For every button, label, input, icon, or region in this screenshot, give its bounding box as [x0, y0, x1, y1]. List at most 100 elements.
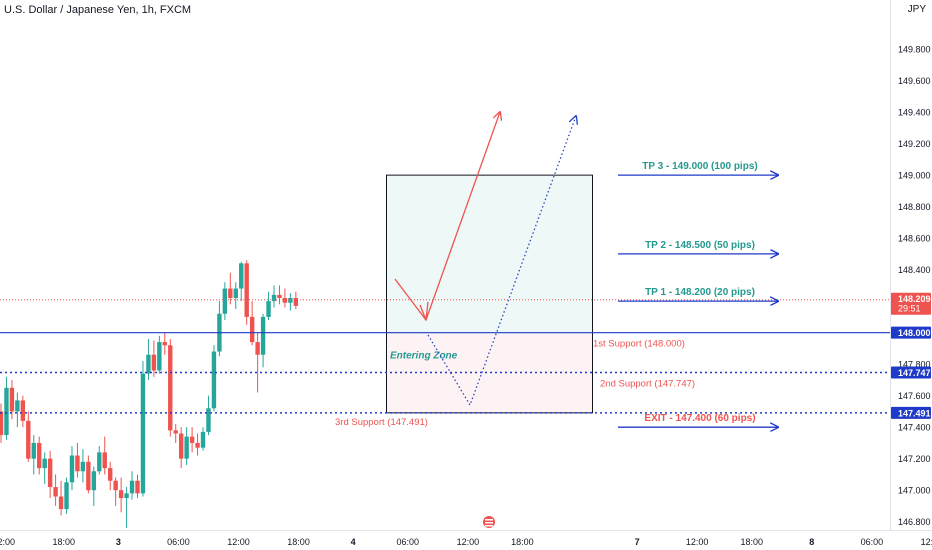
candle[interactable] [184, 427, 189, 465]
candle[interactable] [195, 433, 200, 456]
candle-body [146, 354, 151, 374]
candle-body [80, 461, 86, 472]
candle[interactable] [124, 487, 129, 528]
candle[interactable] [37, 436, 42, 475]
candle-body [293, 298, 299, 306]
candle[interactable] [206, 395, 211, 436]
candle[interactable] [217, 301, 222, 357]
candle[interactable] [91, 466, 97, 506]
candle[interactable] [135, 474, 140, 499]
candle-body [206, 408, 211, 432]
candle[interactable] [108, 461, 113, 491]
candle[interactable] [97, 446, 102, 475]
candle[interactable] [260, 313, 266, 368]
level-price-text: 147.491 [898, 408, 931, 418]
candle-body [108, 468, 113, 481]
candle[interactable] [249, 301, 255, 346]
candle[interactable] [178, 427, 184, 469]
candle[interactable] [288, 293, 293, 311]
candle[interactable] [113, 477, 118, 506]
price-tick-label: 146.800 [898, 517, 931, 527]
candle-body [173, 430, 178, 434]
candle[interactable] [69, 446, 75, 491]
candle-body [249, 316, 255, 343]
candle-body [15, 400, 20, 412]
price-tick-label: 147.400 [898, 423, 931, 433]
candle[interactable] [293, 291, 299, 310]
event-flag-icon[interactable] [483, 516, 495, 528]
candle[interactable] [239, 261, 244, 302]
candle[interactable] [151, 340, 157, 377]
price-tick-label: 148.800 [898, 202, 931, 212]
time-axis: 12:00 18:00 3 06:00 12:00 18:00 4 06:00 12:00 18:… [0, 516, 932, 547]
candle-body [239, 263, 244, 289]
time-tick-label: 7 [635, 537, 640, 547]
time-tick-label: 8 [809, 537, 814, 547]
candle-body [135, 480, 140, 494]
candle-body [277, 294, 282, 299]
candle-body [157, 342, 162, 371]
candle[interactable] [189, 427, 195, 453]
target-label: TP 2 - 148.500 (50 pips) [645, 240, 755, 251]
candle[interactable] [211, 345, 217, 412]
candle[interactable] [168, 338, 173, 437]
target-label: TP 3 - 149.000 (100 pips) [642, 161, 757, 172]
candle-body [228, 288, 233, 299]
candle[interactable] [157, 335, 162, 374]
candle[interactable] [102, 436, 107, 475]
candle[interactable] [47, 450, 53, 499]
candle-body [129, 480, 135, 494]
candles[interactable] [0, 260, 299, 528]
candle-body [184, 436, 189, 459]
candle[interactable] [146, 338, 151, 380]
candle-body [118, 490, 124, 499]
candle[interactable] [20, 395, 26, 428]
level-price-tag [891, 326, 931, 339]
time-tick-label: 4 [351, 537, 356, 547]
candle-body [9, 387, 15, 412]
candle[interactable] [31, 435, 36, 475]
price-tick-label: 149.000 [898, 171, 931, 181]
candle[interactable] [53, 474, 58, 506]
candle[interactable] [80, 449, 86, 483]
candle[interactable] [233, 282, 238, 310]
candle-body [42, 458, 47, 469]
time-tick-label: 3 [116, 537, 121, 547]
candle[interactable] [228, 272, 233, 305]
candle[interactable] [140, 361, 146, 497]
candle[interactable] [75, 442, 80, 478]
target-label: TP 1 - 148.200 (20 pips) [645, 287, 755, 298]
candle[interactable] [244, 260, 249, 325]
candle[interactable] [64, 477, 69, 514]
candle-body [37, 442, 42, 469]
candle-body [113, 480, 118, 491]
candle[interactable] [282, 288, 288, 308]
candle-body [151, 354, 157, 371]
entering-zone-label: Entering Zone [390, 351, 458, 362]
candle[interactable] [26, 411, 31, 462]
time-tick-label: 18:00 [740, 537, 763, 547]
candle[interactable] [15, 392, 20, 428]
candle-body [266, 301, 271, 317]
candle[interactable] [58, 480, 64, 516]
candle[interactable] [86, 455, 91, 494]
candle[interactable] [266, 291, 271, 321]
candle-body [53, 487, 58, 497]
candle[interactable] [271, 285, 277, 308]
candle[interactable] [4, 376, 9, 440]
support-label: 2nd Support (147.747) [600, 379, 695, 390]
candle-body [244, 263, 249, 317]
candle[interactable] [173, 424, 178, 443]
candle[interactable] [200, 427, 206, 451]
candle[interactable] [277, 285, 282, 305]
candle[interactable] [129, 471, 135, 500]
candle[interactable] [222, 282, 228, 321]
candle-body [162, 342, 167, 346]
target-label: EXIT - 147.400 (60 pips) [644, 413, 755, 424]
candle[interactable] [255, 332, 260, 393]
candle[interactable] [162, 332, 167, 355]
candle[interactable] [118, 477, 124, 513]
candle[interactable] [0, 403, 4, 443]
candle[interactable] [42, 452, 47, 484]
